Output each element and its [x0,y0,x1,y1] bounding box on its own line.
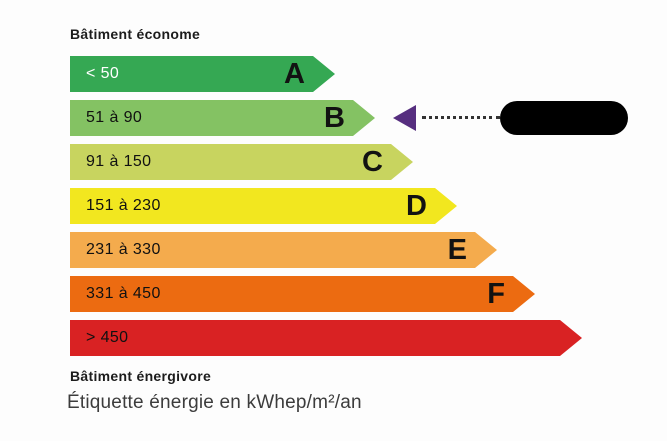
energy-bar-row: < 50 A [70,56,667,92]
bottom-scale-label: Bâtiment énergivore [70,368,212,384]
energy-bar: > 450 [70,320,582,356]
redacted-value [500,101,628,135]
caption: Étiquette énergie en kWhep/m²/an [67,392,362,413]
energy-bar: 91 à 150 C [70,144,413,180]
energy-scale: < 50 A 51 à 90 B 91 à 150 C 151 à 230 D … [70,56,667,356]
bar-letter: F [487,278,505,310]
energy-bar: 51 à 90 B [70,100,375,136]
energy-bar-row: > 450 [70,320,667,356]
bar-range-label: 91 à 150 [86,153,152,170]
bar-letter: B [324,102,345,134]
bar-letter: C [362,146,383,178]
bar-range-label: 51 à 90 [86,109,143,126]
energy-bar-row: 91 à 150 C [70,144,667,180]
bar-letter: A [284,58,305,90]
energy-bar-row: 151 à 230 D [70,188,667,224]
energy-bar: 151 à 230 D [70,188,457,224]
energy-bar: 231 à 330 E [70,232,497,268]
energy-bar: < 50 A [70,56,335,92]
energy-bar: 331 à 450 F [70,276,535,312]
bar-letter: D [406,190,427,222]
top-scale-label: Bâtiment économe [70,26,201,42]
marker-dotted-line [422,116,500,119]
bar-range-label: > 450 [86,329,129,346]
energy-bar-row: 231 à 330 E [70,232,667,268]
energy-bar-row: 331 à 450 F [70,276,667,312]
bar-range-label: 231 à 330 [86,241,161,258]
bar-range-label: < 50 [86,65,120,82]
bar-range-label: 151 à 230 [86,197,161,214]
bar-letter: E [447,234,467,266]
energy-bar-row: 51 à 90 B [70,100,667,136]
bar-range-label: 331 à 450 [86,285,161,302]
marker-arrow-icon [393,105,416,131]
